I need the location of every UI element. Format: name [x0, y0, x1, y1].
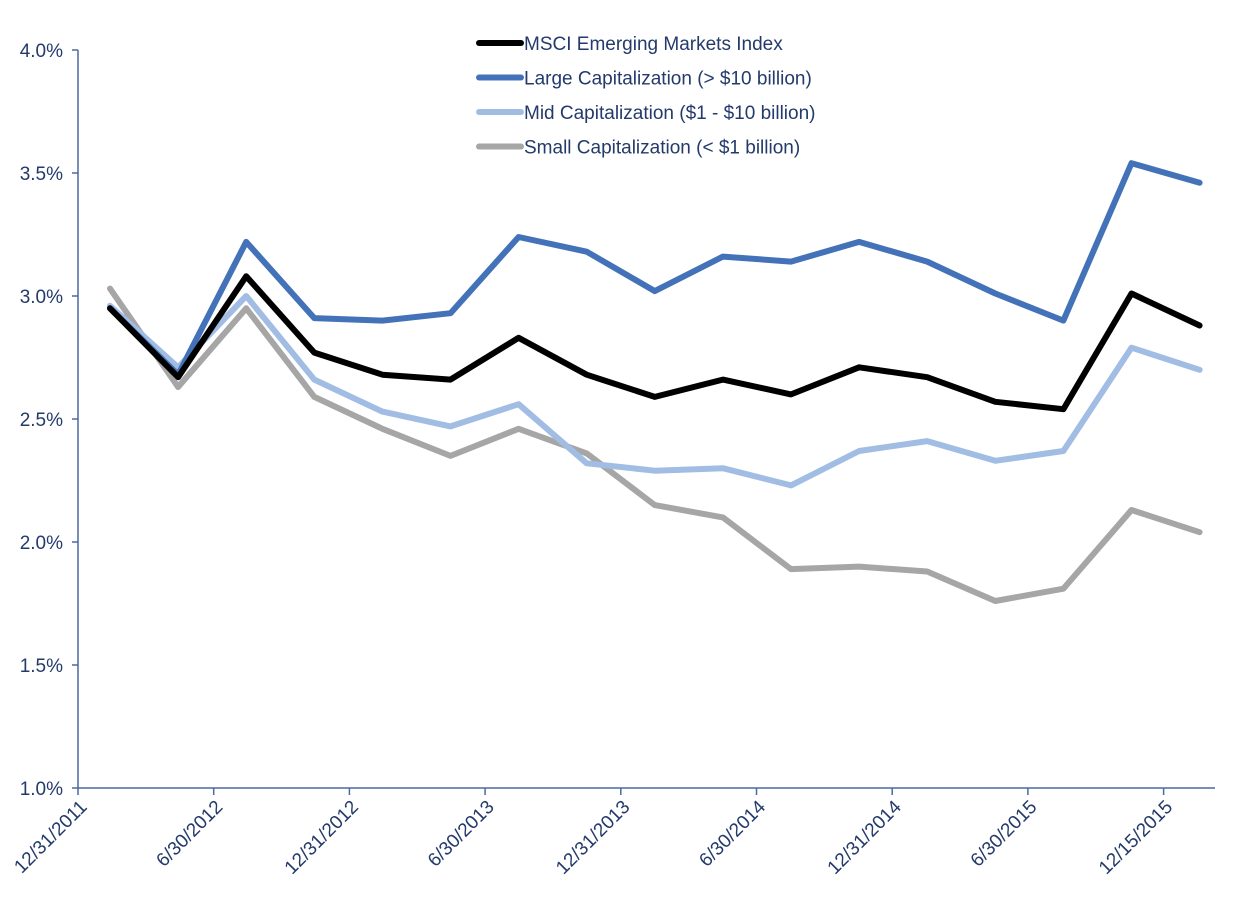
x-tick-label: 12/31/2011: [10, 797, 91, 878]
x-tick-label: 6/30/2014: [695, 796, 770, 871]
series-line-2: [107, 293, 1203, 489]
y-tick-label: 1.5%: [20, 656, 63, 677]
x-tick-label: 12/15/2015: [1095, 797, 1177, 879]
y-tick-label: 2.5%: [20, 410, 63, 431]
series-line-3: [107, 285, 1203, 604]
series-layer: [107, 160, 1203, 604]
x-tick-label: 6/30/2015: [967, 797, 1042, 872]
y-tick-label: 4.0%: [20, 41, 63, 62]
x-tick-label: 6/30/2012: [153, 797, 228, 872]
legend-label: Mid Capitalization ($1 - $10 billion): [524, 103, 815, 124]
x-axis: 12/31/2011 6/30/2012 12/31/2012 6/30/2013 12…: [10, 787, 1215, 879]
legend-label: MSCI Emerging Markets Index: [524, 34, 783, 55]
y-tick-label: 1.0%: [20, 779, 63, 800]
x-tick-label: 6/30/2013: [424, 797, 499, 872]
x-tick-label: 12/31/2014: [824, 796, 906, 878]
legend-label: Small Capitalization (< $1 billion): [524, 138, 800, 159]
x-tick-label: 12/31/2012: [281, 797, 363, 879]
y-tick-label: 2.0%: [20, 533, 63, 554]
series-line-0: [107, 273, 1203, 413]
legend: MSCI Emerging Markets Index Large Capital…: [476, 34, 815, 159]
y-tick-label: 3.0%: [20, 287, 63, 308]
series-line-1: [107, 160, 1203, 378]
y-tick-label: 3.5%: [20, 164, 63, 185]
y-axis: 1.0% 1.5% 2.0% 2.5% 3.0% 3.5% 4.0%: [20, 41, 79, 800]
x-tick-label: 12/31/2013: [552, 797, 634, 879]
legend-label: Large Capitalization (> $10 billion): [524, 69, 812, 90]
